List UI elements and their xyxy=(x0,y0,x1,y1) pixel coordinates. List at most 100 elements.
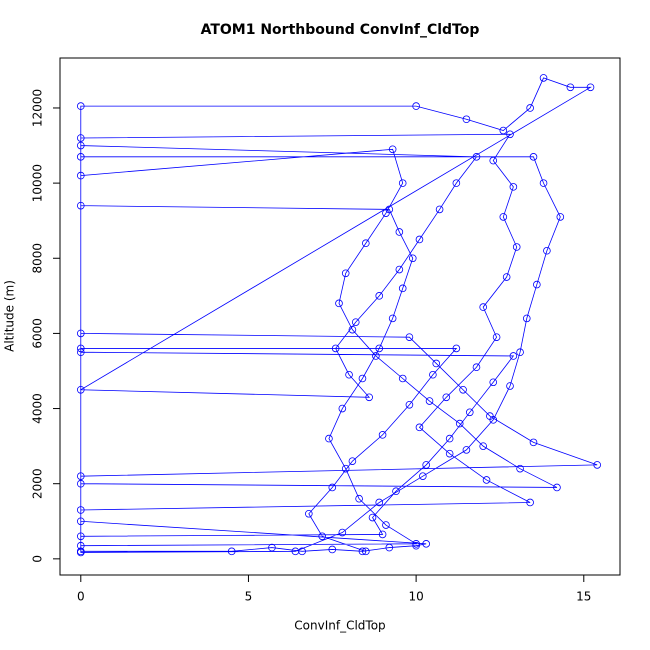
data-point xyxy=(459,385,467,394)
data-point xyxy=(392,487,400,496)
data-point xyxy=(516,464,524,473)
data-point xyxy=(516,348,524,356)
data-point xyxy=(553,483,561,492)
data-point xyxy=(76,541,85,550)
data-point xyxy=(76,141,85,150)
data-point xyxy=(325,434,333,443)
plot-frame xyxy=(59,57,621,576)
data-point xyxy=(432,359,441,368)
data-point xyxy=(486,412,494,420)
data-point xyxy=(506,130,514,139)
data-point xyxy=(76,153,85,161)
data-point xyxy=(425,397,434,405)
data-point xyxy=(539,179,548,187)
data-point xyxy=(465,408,474,417)
data-point xyxy=(268,543,276,552)
y-tick-label: 12000 xyxy=(31,89,45,127)
data-point xyxy=(412,540,420,548)
data-point xyxy=(566,83,575,92)
data-point xyxy=(435,205,444,214)
data-point xyxy=(76,532,85,541)
data-point xyxy=(462,446,471,454)
data-point xyxy=(452,179,461,187)
data-point xyxy=(442,393,451,402)
data-point xyxy=(415,235,424,244)
data-point xyxy=(489,156,498,165)
data-point xyxy=(76,134,85,142)
data-point xyxy=(76,472,85,480)
data-point xyxy=(509,352,518,360)
data-point xyxy=(382,521,390,529)
data-point xyxy=(378,530,387,539)
data-point xyxy=(479,303,487,311)
data-point xyxy=(452,344,461,353)
data-point xyxy=(472,153,481,161)
data-point xyxy=(593,461,601,469)
data-point xyxy=(415,423,424,432)
data-point xyxy=(298,547,306,556)
data-point xyxy=(526,498,534,507)
data-point xyxy=(365,393,373,402)
data-point xyxy=(543,246,551,255)
data-point xyxy=(341,269,350,278)
data-point xyxy=(462,115,471,124)
y-tick-label: 6000 xyxy=(31,318,45,349)
data-point xyxy=(502,273,511,281)
data-point xyxy=(482,476,491,484)
data-point xyxy=(533,280,541,289)
data-point xyxy=(372,352,380,360)
data-point xyxy=(405,333,414,341)
data-point xyxy=(338,528,347,537)
data-point xyxy=(445,449,454,458)
data-point xyxy=(539,74,548,82)
x-axis-label: ConvInf_CldTop xyxy=(294,619,385,633)
data-point xyxy=(412,541,420,550)
data-point xyxy=(586,83,595,92)
data-point xyxy=(375,498,384,507)
data-point xyxy=(358,547,367,556)
data-point xyxy=(395,265,404,274)
data-point xyxy=(398,374,407,383)
data-point xyxy=(509,183,518,191)
data-point xyxy=(338,404,347,413)
data-point xyxy=(388,314,397,323)
data-point xyxy=(328,545,337,554)
data-line xyxy=(79,77,598,553)
y-tick-label: 8000 xyxy=(31,243,45,274)
data-point xyxy=(76,344,85,353)
data-point xyxy=(412,102,420,110)
data-point xyxy=(385,543,394,552)
data-point xyxy=(328,483,337,492)
data-point xyxy=(395,228,404,236)
data-point xyxy=(348,325,357,334)
data-point xyxy=(362,547,370,556)
data-point xyxy=(388,145,397,154)
data-point xyxy=(348,457,357,465)
x-tick-label: 15 xyxy=(576,590,591,604)
data-point xyxy=(76,329,85,338)
data-point xyxy=(429,370,437,379)
data-point xyxy=(455,419,464,428)
data-point xyxy=(522,314,531,323)
data-point xyxy=(227,547,236,556)
data-point xyxy=(419,472,427,480)
data-point xyxy=(398,284,407,293)
data-point xyxy=(499,126,508,135)
data-point xyxy=(382,209,390,217)
data-point xyxy=(368,513,377,522)
data-point xyxy=(378,431,387,439)
data-point xyxy=(422,540,430,548)
y-tick-label: 10000 xyxy=(31,164,45,202)
data-point xyxy=(76,102,85,110)
data-point xyxy=(422,461,430,469)
data-point xyxy=(335,299,343,308)
data-point xyxy=(492,333,501,341)
data-point xyxy=(479,442,487,450)
data-point xyxy=(489,378,498,387)
data-point xyxy=(76,517,85,526)
data-point xyxy=(445,434,454,443)
data-point xyxy=(76,201,85,210)
data-point xyxy=(512,243,521,251)
data-point xyxy=(305,509,313,518)
